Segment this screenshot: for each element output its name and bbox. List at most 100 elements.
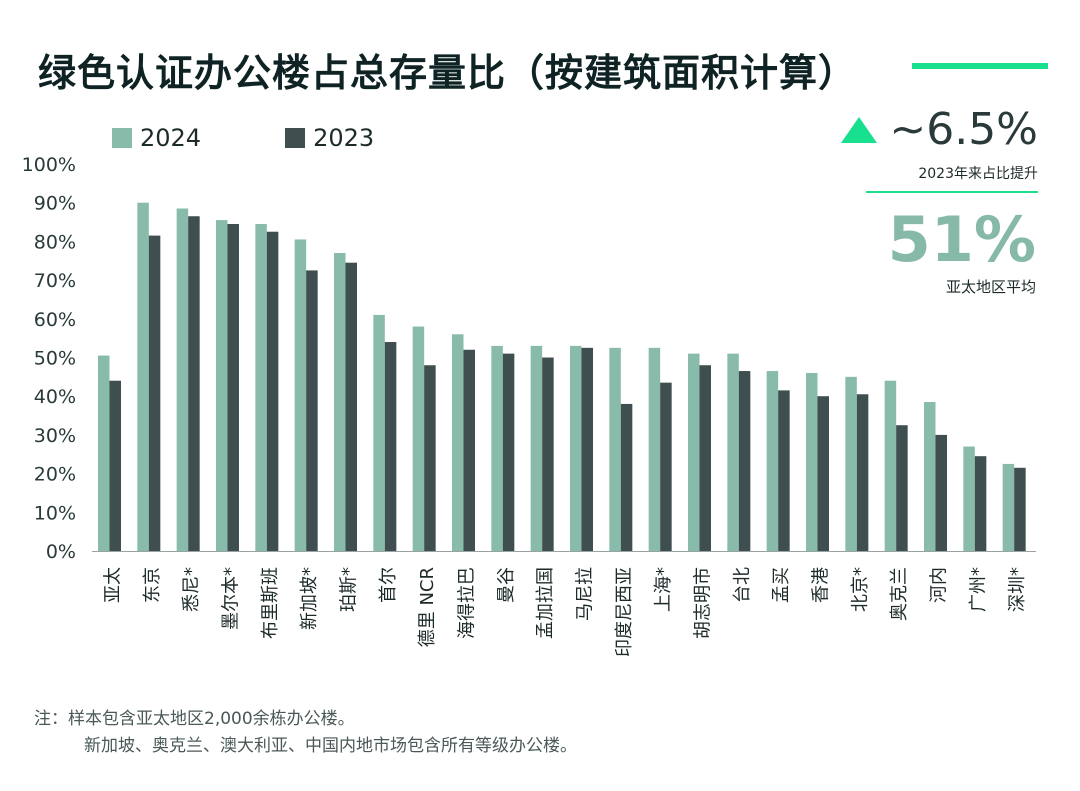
x-tick-label: 首尔 xyxy=(378,567,399,603)
bar-2024 xyxy=(884,380,897,551)
legend-item-2024: 2024 xyxy=(112,124,201,152)
x-tick-label: 孟买 xyxy=(771,567,792,603)
bar-2024 xyxy=(491,345,503,551)
y-tick-label: 60% xyxy=(34,309,76,331)
y-tick-label: 0% xyxy=(46,541,76,563)
title-accent-rule xyxy=(912,63,1048,69)
y-tick-label: 80% xyxy=(34,231,76,253)
y-tick-label: 40% xyxy=(34,386,76,408)
x-tick-label: 北京* xyxy=(850,567,871,612)
bar-2023 xyxy=(1014,467,1026,551)
bar-2023 xyxy=(502,353,515,551)
bar-2023 xyxy=(620,403,633,551)
bar-2024 xyxy=(609,347,621,551)
x-tick-label: 德里 NCR xyxy=(417,567,438,647)
bar-2023 xyxy=(699,365,711,551)
bar-chart: 0% 10% 20% 30% 40% 50% 60% 70% 80% 90% 100% 亚太 东京 悉尼*… xyxy=(22,154,1036,657)
bar-2023 xyxy=(738,371,751,551)
kpi-increase-label: 2023年来占比提升 xyxy=(866,163,1038,193)
x-tick-label: 悉尼* xyxy=(181,567,202,612)
chart-title: 绿色认证办公楼占总存量比（按建筑面积计算） xyxy=(38,51,858,95)
bar-2024 xyxy=(924,402,936,551)
bar-2024 xyxy=(688,353,700,551)
x-tick-label: 孟加拉国 xyxy=(535,567,556,639)
bar-2023 xyxy=(188,216,200,551)
bar-2024 xyxy=(373,314,385,551)
x-tick-label: 印度尼西亚 xyxy=(614,567,635,657)
legend-label-2023: 2023 xyxy=(313,124,375,152)
bar-2023 xyxy=(856,394,869,551)
x-tick-label: 新加坡* xyxy=(299,567,320,630)
y-tick-label: 20% xyxy=(34,464,76,486)
x-tick-label: 香港 xyxy=(811,567,832,603)
bar-2023 xyxy=(660,382,672,551)
bar-2023 xyxy=(384,342,397,551)
bar-2023 xyxy=(896,425,908,551)
kpi-average: 51% 亚太地区平均 xyxy=(887,203,1036,297)
x-tick-label: 东京 xyxy=(142,567,163,603)
bar-2024 xyxy=(412,326,425,551)
bar-2023 xyxy=(109,380,121,551)
bar-2024 xyxy=(452,334,464,551)
bar-2024 xyxy=(806,372,818,551)
bar-2023 xyxy=(817,396,829,551)
legend-swatch-2023 xyxy=(285,128,306,148)
x-tick-label: 布里斯班 xyxy=(260,567,281,639)
y-tick-label: 70% xyxy=(34,270,76,292)
x-tick-label: 台北 xyxy=(732,567,753,603)
up-triangle-icon xyxy=(841,116,878,143)
bar-2023 xyxy=(542,357,554,551)
x-tick-label: 珀斯* xyxy=(339,567,360,612)
bar-2023 xyxy=(266,231,279,551)
x-tick-label: 曼谷 xyxy=(496,567,517,603)
y-tick-label: 50% xyxy=(34,348,76,370)
kpi-average-value: 51% xyxy=(887,203,1036,276)
x-tick-label: 奥克兰 xyxy=(889,567,910,621)
footnotes: 注：样本包含亚太地区2,000余栋办公楼。 新加坡、奥克兰、澳大利亚、中国内地市… xyxy=(34,706,577,760)
x-tick-label: 上海* xyxy=(653,567,674,612)
footnote-line-1: 注：样本包含亚太地区2,000余栋办公楼。 xyxy=(34,709,355,729)
x-tick-label: 广州* xyxy=(968,567,989,612)
bar-2023 xyxy=(974,456,987,551)
bar-2024 xyxy=(727,353,739,551)
bar-2023 xyxy=(345,262,357,551)
x-tick-label: 墨尔本* xyxy=(221,567,242,630)
bar-2023 xyxy=(463,349,475,551)
bar-2023 xyxy=(424,365,436,551)
y-tick-label: 10% xyxy=(34,502,76,524)
bar-2024 xyxy=(648,347,661,551)
bar-2023 xyxy=(778,390,790,551)
x-tick-label: 亚太 xyxy=(103,567,124,603)
x-tick-label: 马尼拉 xyxy=(575,567,596,621)
x-tick-label: 胡志明市 xyxy=(693,567,714,639)
bar-2024 xyxy=(216,220,228,552)
footnote-line-2: 新加坡、奥克兰、澳大利亚、中国内地市场包含所有等级办公楼。 xyxy=(84,736,577,757)
bar-2024 xyxy=(963,446,975,551)
legend: 2024 2023 xyxy=(112,124,458,152)
bar-2024 xyxy=(137,202,149,551)
kpi-average-label: 亚太地区平均 xyxy=(945,278,1036,297)
bar-2023 xyxy=(306,270,318,551)
kpi-increase: ~6.5% 2023年来占比提升 xyxy=(841,104,1038,193)
x-tick-label: 海得拉巴 xyxy=(457,567,478,639)
bar-2024 xyxy=(530,345,543,551)
kpi-increase-value: ~6.5% xyxy=(889,104,1038,155)
bar-2024 xyxy=(845,376,857,551)
bar-2024 xyxy=(766,371,779,551)
legend-swatch-2024 xyxy=(112,128,132,148)
bar-2023 xyxy=(581,347,593,551)
bar-2024 xyxy=(570,345,582,551)
y-tick-label: 90% xyxy=(34,193,76,215)
bar-2024 xyxy=(294,239,307,551)
bar-2024 xyxy=(98,355,110,551)
x-tick-label: 河内 xyxy=(929,567,950,603)
bar-2023 xyxy=(148,235,161,551)
bar-2024 xyxy=(334,253,346,551)
legend-label-2024: 2024 xyxy=(140,124,202,152)
bar-2024 xyxy=(176,208,189,551)
bar-2024 xyxy=(1002,463,1015,551)
x-tick-label: 深圳* xyxy=(1007,567,1028,612)
y-tick-label: 100% xyxy=(22,154,76,176)
bar-2023 xyxy=(935,434,947,551)
bar-2024 xyxy=(255,223,267,552)
